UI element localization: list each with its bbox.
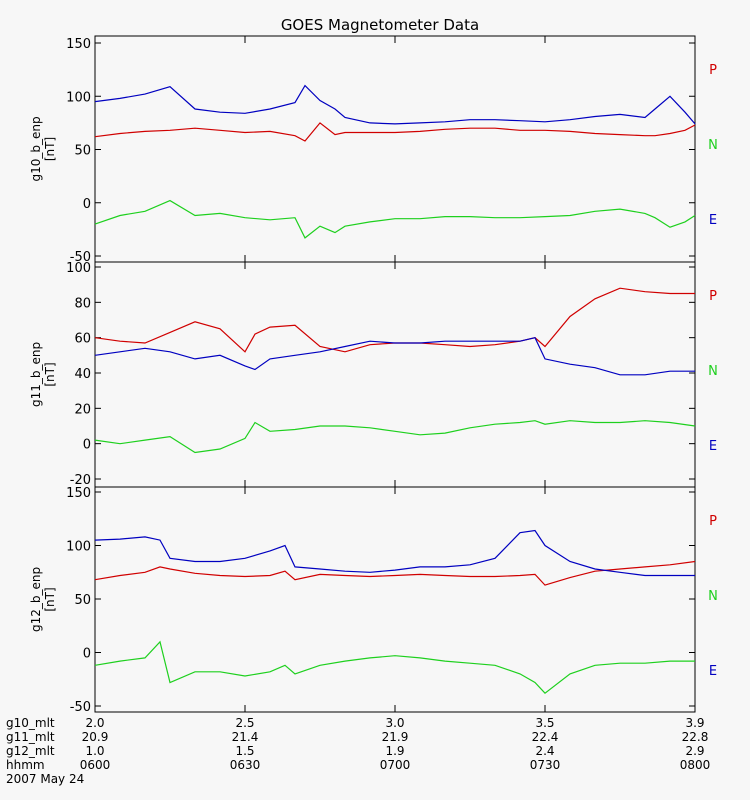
legend-E: E: [709, 664, 717, 679]
legend-P: P: [709, 514, 717, 529]
series-line-E: [94, 84, 696, 125]
series-line-N: [94, 640, 695, 695]
x-tick-label: 21.9: [382, 730, 409, 744]
x-tick-label: 2.5: [235, 716, 254, 730]
chart-title: GOES Magnetometer Data: [281, 16, 479, 34]
x-tick-label: 2.4: [535, 744, 554, 758]
y-tick-label: 100: [66, 90, 91, 105]
x-row-label: g10_mlt: [6, 716, 55, 730]
x-tick-label: 20.9: [82, 730, 109, 744]
y-tick-label: 150: [66, 37, 91, 52]
legend-N: N: [708, 589, 718, 604]
x-tick-label: 1.9: [385, 744, 404, 758]
series-line-E: [94, 529, 695, 577]
x-tick-label: 1.0: [85, 744, 104, 758]
x-tick-label: 3.5: [535, 716, 554, 730]
y-tick-label: 0: [83, 197, 91, 212]
y-tick-label: 60: [74, 332, 91, 347]
legend-E: E: [709, 213, 717, 228]
y-tick-label: 0: [83, 647, 91, 662]
y-axis-label: g10_b_enp: [29, 116, 43, 181]
panel-frame: [94, 486, 696, 713]
series-line-P: [94, 287, 695, 353]
panel-g11_b_enp: 100 80 60 40 20 0 -20 g11_b_enp [nT] P N E: [29, 261, 718, 488]
panel-g12_b_enp: 150 100 50 0 -50 g12_b_enp [nT] P N E: [29, 486, 718, 715]
legend-N: N: [708, 138, 718, 153]
y-tick-label: 40: [74, 367, 91, 382]
series-line-N: [94, 420, 696, 454]
y-tick-label: 150: [66, 486, 91, 501]
y-tick-label: -20: [70, 473, 91, 488]
y-axis-units: [nT]: [43, 587, 57, 611]
y-tick-label: 0: [83, 438, 91, 453]
legend-E: E: [709, 439, 717, 454]
x-tick-label: 2.9: [685, 744, 704, 758]
x-tick-label: 0630: [230, 758, 261, 772]
y-tick-label: 50: [74, 593, 91, 608]
x-row-label: g11_mlt: [6, 730, 55, 744]
legend-P: P: [709, 289, 717, 304]
x-axis-labels: g10_mlt 2.0 2.5 3.0 3.5 3.9 g11_mlt 20.9 21.4 21.…: [6, 716, 710, 786]
x-tick-label: 0700: [380, 758, 411, 772]
panel-frame: [94, 35, 696, 263]
y-tick-label: 20: [74, 402, 91, 417]
x-tick-label: 3.9: [685, 716, 704, 730]
y-axis-units: [nT]: [43, 137, 57, 161]
legend-N: N: [708, 364, 718, 379]
y-tick-label: 50: [74, 144, 91, 159]
y-tick-label: 100: [66, 261, 91, 276]
x-tick-label: 0730: [530, 758, 561, 772]
y-tick-label: -50: [70, 700, 91, 715]
date-label: 2007 May 24: [6, 772, 84, 786]
series-line-P: [94, 560, 696, 586]
x-tick-label: 0800: [680, 758, 711, 772]
y-axis-label: g11_b_enp: [29, 342, 43, 407]
series-line-N: [94, 199, 696, 239]
series-line-P: [94, 122, 696, 142]
x-tick-label: 22.4: [532, 730, 559, 744]
panel-frame: [94, 261, 696, 488]
x-tick-label: 3.0: [385, 716, 404, 730]
series-line-E: [94, 337, 695, 376]
x-tick-label: 22.8: [682, 730, 709, 744]
legend-P: P: [709, 63, 717, 78]
x-tick-label: 2.0: [85, 716, 104, 730]
panel-g10_b_enp: 150 100 50 0 -50 g10_b_enp [nT] P N E: [29, 35, 718, 265]
y-tick-label: 80: [74, 296, 91, 311]
y-tick-label: -50: [70, 250, 91, 265]
y-axis-units: [nT]: [43, 362, 57, 386]
x-row-label: g12_mlt: [6, 744, 55, 758]
x-tick-label: 0600: [80, 758, 111, 772]
y-tick-label: 100: [66, 540, 91, 555]
y-axis-label: g12_b_enp: [29, 567, 43, 632]
x-tick-label: 1.5: [235, 744, 254, 758]
x-tick-label: 21.4: [232, 730, 259, 744]
x-row-label: hhmm: [6, 758, 45, 772]
